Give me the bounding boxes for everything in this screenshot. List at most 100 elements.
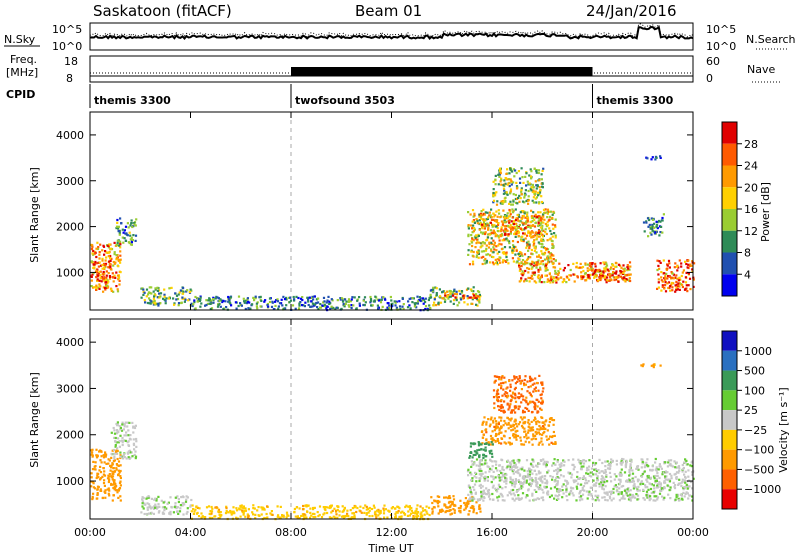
power-cell [589,265,592,268]
power-cell [350,298,353,301]
velocity-cell [576,475,579,478]
power-cell [129,238,132,241]
velocity-cell [174,496,177,499]
velocity-cell [527,431,530,434]
velocity-cell [459,506,462,510]
velocity-cell [416,516,419,519]
velocity-cell [632,487,635,490]
velocity-cell [257,506,260,509]
velocity-cell [619,480,622,483]
velocity-cell [618,499,621,502]
power-cell [542,213,545,216]
power-cell [680,274,683,278]
power-cell [106,281,109,285]
x-tick-label: 16:00 [476,526,508,539]
power-cell [582,276,585,279]
velocity-cell [526,473,530,476]
power-cell [512,227,515,230]
velocity-cell [618,474,622,477]
velocity-cell [133,426,137,430]
power-cell [552,262,555,265]
velocity-cell [162,501,165,504]
velocity-cell [504,477,507,481]
velocity-cell [613,485,616,488]
velocity-cell [501,487,504,490]
colorbar-swatch [722,331,737,351]
y-tick-label: 3000 [56,175,84,188]
freq-tick-top: 18 [64,55,78,68]
power-cell [518,194,521,197]
cpid-panel: CPID themis 3300 twofsound 3503 themis 330… [6,84,674,108]
power-cell [629,279,632,283]
velocity-cell [510,417,513,420]
velocity-cell [270,510,273,513]
velocity-cell [482,453,486,457]
power-cell [542,263,545,266]
velocity-cell [505,467,508,470]
power-cell [526,244,529,247]
power-cell [418,296,421,299]
power-cell [444,292,447,295]
velocity-cell [316,511,319,514]
velocity-cell [649,469,652,472]
velocity-cell [641,460,644,463]
power-cell [534,192,537,195]
power-cell [485,244,488,247]
velocity-cell [503,480,506,483]
power-cell [243,301,246,304]
power-cell [510,227,513,230]
velocity-cell [536,465,539,468]
power-cell [91,252,94,255]
velocity-cell [219,511,222,514]
power-cell [106,286,109,289]
power-cell [512,200,515,203]
power-cell [429,293,432,296]
power-cell [516,217,519,220]
power-cell [653,222,656,225]
velocity-cell [117,441,120,444]
power-cell [529,277,532,280]
power-cell [398,305,402,308]
power-cell [243,300,246,303]
power-cell [538,242,541,245]
power-cell [484,231,487,234]
power-cell [505,172,508,175]
velocity-cell [410,509,413,512]
power-cell [500,177,503,180]
velocity-cell [522,483,525,486]
velocity-cell [438,510,442,513]
velocity-cell [541,475,544,478]
velocity-cell [537,431,540,434]
power-cell [594,262,597,265]
velocity-cell [115,468,118,471]
velocity-cell [501,468,504,471]
velocity-cell [531,378,534,381]
power-cell [620,266,623,269]
power-cell [482,222,486,225]
velocity-cell [113,488,116,491]
velocity-cell [120,439,123,442]
power-cell [546,268,549,272]
velocity-cell [209,510,212,513]
power-cell [686,290,689,293]
cpid-segment-label: themis 3300 [94,94,171,107]
power-cell [509,200,512,203]
velocity-cell [478,448,481,451]
velocity-cell [112,486,115,490]
velocity-cell [118,487,122,490]
velocity-cell [523,469,526,472]
power-cell [579,262,582,265]
power-cell [657,273,660,276]
velocity-cell [483,462,487,465]
power-cell [316,306,319,309]
power-cell [240,304,243,307]
power-cell [512,260,515,263]
power-cell [504,221,507,224]
velocity-cell [121,423,124,426]
velocity-cell [532,460,535,463]
velocity-cell [121,457,125,460]
power-cell [152,297,155,300]
velocity-cell [208,516,211,519]
velocity-cell [514,411,517,414]
power-cell [415,302,418,305]
